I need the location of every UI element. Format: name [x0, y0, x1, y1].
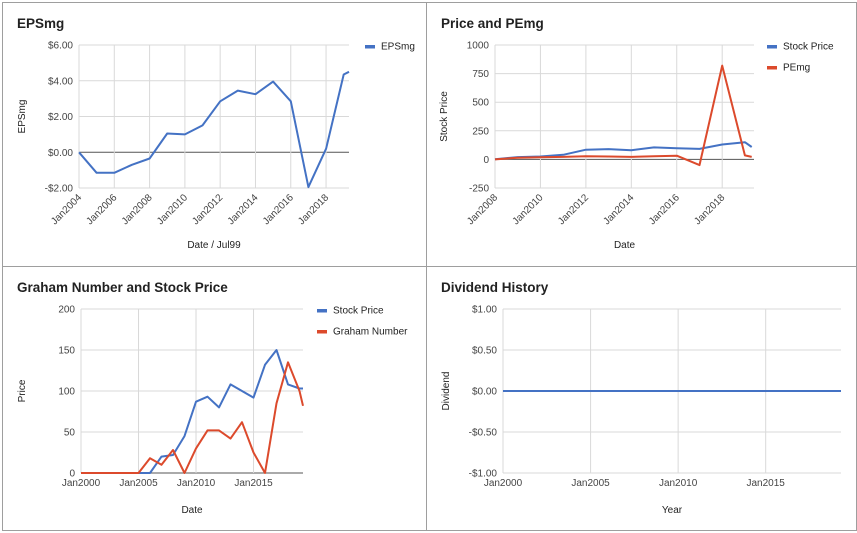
x-tick-label: Jan2014: [226, 192, 261, 227]
series-line-pemg: [494, 64, 752, 167]
y-tick-label: $4.00: [48, 76, 73, 87]
y-tick-label: 500: [472, 98, 489, 109]
x-tick-label: Jan2016: [261, 192, 296, 227]
y-tick-label: 50: [64, 428, 76, 439]
legend-swatch: [317, 330, 327, 334]
chart-title: Dividend History: [441, 280, 549, 295]
y-tick-label: $0.50: [472, 346, 497, 357]
x-tick-label: Jan2008: [120, 192, 155, 227]
eps-chart-panel: EPSmg -$2.00 $0.00 $2.00 $4.00 $6.00 Jan2004 Ja…: [2, 2, 427, 267]
y-tick-label: 750: [472, 69, 489, 80]
y-tick-label: 250: [472, 126, 489, 137]
legend-swatch: [767, 66, 777, 70]
x-tick-label: Jan2004: [49, 192, 84, 227]
legend-label: Graham Number: [333, 327, 408, 338]
x-tick-label: Jan2016: [647, 192, 682, 227]
dividend-chart: Dividend History -$1.00 -$0.50 $0.00 $0.50 $1…: [441, 280, 841, 516]
x-tick-label: Jan2018: [692, 192, 727, 227]
x-tick-label: Jan2010: [155, 192, 190, 227]
x-tick-label: Jan2012: [556, 192, 591, 227]
x-tick-label: Jan2000: [62, 478, 101, 489]
x-tick-label: Jan2015: [234, 478, 273, 489]
price-pemg-chart: Price and PEmg -250 0 250 500 750 1000 Jan2008 J…: [439, 16, 834, 251]
y-axis-label: Stock Price: [439, 91, 450, 142]
x-tick-label: Jan2005: [571, 478, 610, 489]
y-tick-label: $6.00: [48, 41, 73, 52]
y-tick-label: 1000: [467, 41, 490, 52]
series-line-stock-price: [81, 349, 303, 474]
y-tick-label: $2.00: [48, 112, 73, 123]
x-tick-label: Jan2014: [602, 192, 637, 227]
x-tick-label: Jan2010: [659, 478, 698, 489]
series-line-epsmg: [78, 70, 350, 189]
legend-label: Stock Price: [333, 306, 384, 317]
y-tick-label: $1.00: [472, 305, 497, 316]
x-tick-label: Jan2012: [190, 192, 225, 227]
y-tick-label: 150: [58, 346, 75, 357]
graham-price-chart: Graham Number and Stock Price 0 50 100 150 20…: [17, 280, 408, 516]
y-axis-label: EPSmg: [17, 100, 28, 134]
x-axis-label: Year: [662, 505, 683, 516]
x-axis-label: Date: [181, 505, 203, 516]
dividend-chart-panel: Dividend History -$1.00 -$0.50 $0.00 $0.50 $1…: [426, 266, 857, 531]
x-tick-label: Jan2006: [85, 192, 120, 227]
y-tick-label: 200: [58, 305, 75, 316]
x-tick-label: Jan2010: [177, 478, 216, 489]
legend-swatch: [317, 309, 327, 313]
y-tick-label: 0: [483, 155, 489, 166]
y-axis-label: Dividend: [441, 372, 452, 411]
y-tick-label: -$1.00: [469, 469, 498, 480]
x-tick-label: Jan2018: [296, 192, 331, 227]
legend-label: PEmg: [783, 63, 810, 74]
x-tick-label: Jan2005: [119, 478, 158, 489]
y-tick-label: -250: [469, 184, 489, 195]
legend-label: Stock Price: [783, 42, 834, 53]
legend-swatch: [365, 45, 375, 49]
x-axis-label: Date / Jul99: [187, 240, 241, 251]
y-tick-label: -$2.00: [45, 184, 74, 195]
y-tick-label: 100: [58, 387, 75, 398]
x-tick-label: Jan2000: [484, 478, 523, 489]
y-axis-label: Price: [17, 379, 28, 402]
y-tick-label: -$0.50: [469, 428, 498, 439]
legend-swatch: [767, 45, 777, 49]
x-tick-label: Jan2010: [511, 192, 546, 227]
y-tick-label: $0.00: [48, 148, 73, 159]
chart-title: EPSmg: [17, 16, 64, 31]
chart-title: Price and PEmg: [441, 16, 544, 31]
chart-title: Graham Number and Stock Price: [17, 280, 228, 295]
x-tick-label: Jan2015: [747, 478, 786, 489]
x-axis-label: Date: [614, 240, 636, 251]
price-pemg-chart-panel: Price and PEmg -250 0 250 500 750 1000 Jan2008 J…: [426, 2, 857, 267]
legend-label: EPSmg: [381, 42, 415, 53]
y-tick-label: 0: [69, 469, 75, 480]
graham-price-chart-panel: Graham Number and Stock Price 0 50 100 150 20…: [2, 266, 427, 531]
series-line-graham-number: [81, 361, 304, 474]
x-tick-label: Jan2008: [465, 192, 500, 227]
y-tick-label: $0.00: [472, 387, 497, 398]
